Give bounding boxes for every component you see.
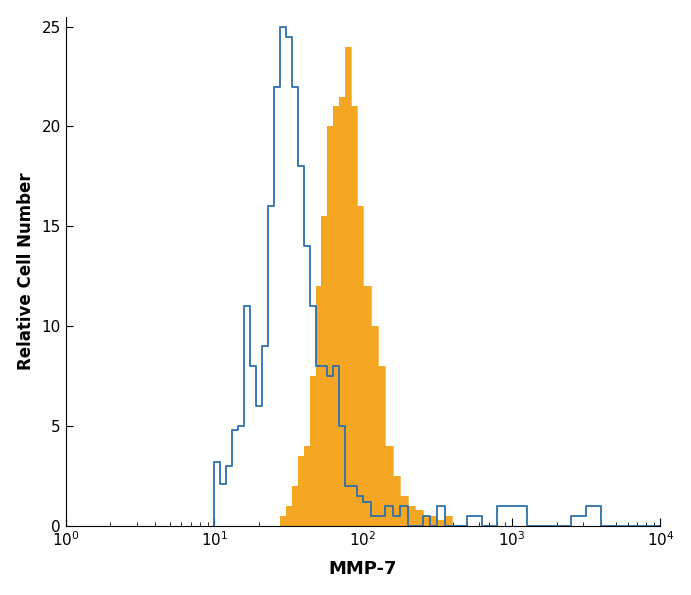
Polygon shape [280,46,527,525]
Y-axis label: Relative Cell Number: Relative Cell Number [17,173,35,370]
X-axis label: MMP-7: MMP-7 [329,560,397,578]
